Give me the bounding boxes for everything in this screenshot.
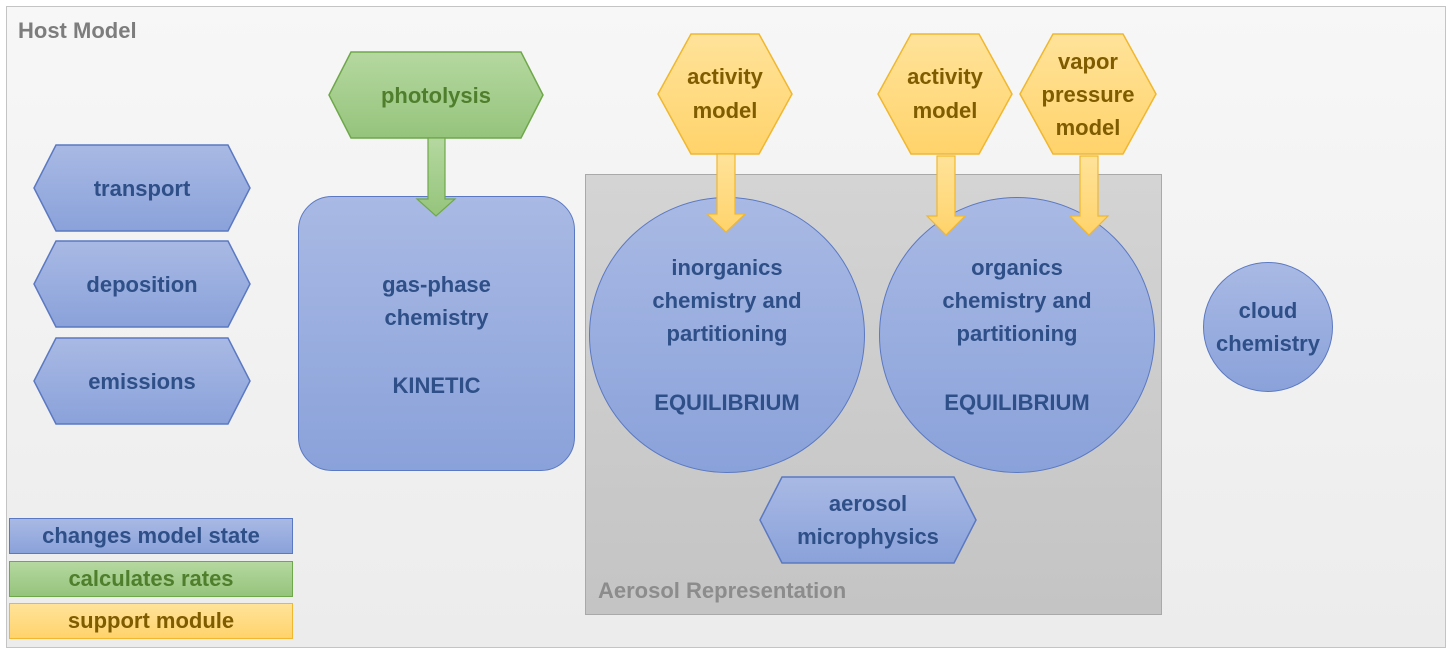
deposition-node: deposition (33, 240, 251, 328)
activity-model-label: activity model (687, 64, 763, 123)
vapor-pressure-to-organics-arrow (1068, 155, 1110, 236)
activity-model-inorganic-node: activity model (657, 33, 793, 155)
organics-type-label: EQUILIBRIUM (944, 390, 1090, 415)
organics-label: organics chemistry and partitioning (942, 255, 1092, 346)
host-model-title: Host Model (18, 18, 137, 43)
vapor-pressure-model-label: vapor pressure model (1041, 48, 1135, 140)
inorganics-type-label: EQUILIBRIUM (654, 390, 800, 415)
legend-support-module: support module (9, 603, 293, 639)
legend-calculates-rates: calculates rates (9, 561, 293, 597)
photolysis-to-gas-phase-arrow (415, 137, 457, 217)
emissions-label: emissions (88, 368, 196, 394)
activity-to-inorganics-arrow (705, 153, 747, 233)
activity-to-organics-arrow (925, 155, 967, 236)
inorganics-label: inorganics chemistry and partitioning (652, 255, 802, 346)
gas-phase-chemistry-node: gas-phase chemistry KINETIC (298, 196, 575, 471)
legend-changes-model-state: changes model state (9, 518, 293, 554)
emissions-node: emissions (33, 337, 251, 425)
photolysis-label: photolysis (380, 82, 491, 108)
cloud-chemistry-label: cloud chemistry (1216, 298, 1320, 356)
deposition-label: deposition (86, 271, 198, 297)
organics-chemistry-node: organics chemistry and partitioning EQUI… (879, 197, 1155, 473)
aerosol-microphysics-label: aerosol microphysics (797, 491, 939, 549)
transport-node: transport (33, 144, 251, 232)
inorganics-chemistry-node: inorganics chemistry and partitioning EQ… (589, 197, 865, 473)
transport-label: transport (93, 175, 191, 201)
activity-model-organic-node: activity model (877, 33, 1013, 155)
cloud-chemistry-node: cloud chemistry (1203, 262, 1333, 392)
vapor-pressure-model-node: vapor pressure model (1019, 33, 1157, 155)
gas-phase-label: gas-phase chemistry (382, 272, 491, 330)
activity-model-label: activity model (907, 64, 983, 123)
gas-phase-type-label: KINETIC (392, 373, 481, 398)
aerosol-representation-title: Aerosol Representation (598, 578, 847, 603)
aerosol-microphysics-node: aerosol microphysics (759, 476, 977, 564)
photolysis-node: photolysis (328, 51, 544, 139)
